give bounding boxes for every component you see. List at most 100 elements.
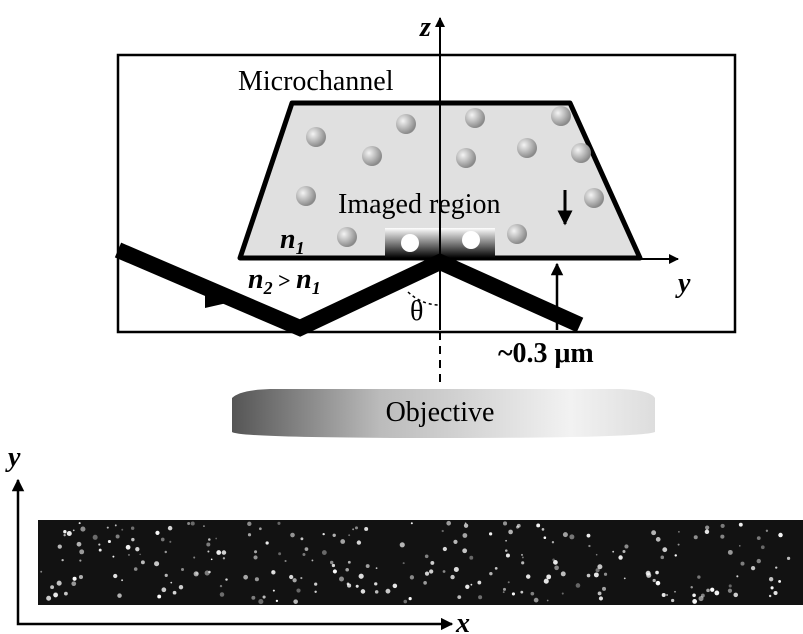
spot [403, 562, 405, 564]
spot [211, 558, 213, 560]
spot [333, 569, 337, 573]
spot [508, 530, 513, 535]
spot [126, 545, 131, 550]
particle [551, 106, 571, 126]
spot [503, 591, 505, 593]
spot [597, 564, 602, 569]
spot [757, 536, 761, 540]
spot [587, 534, 591, 538]
spot [79, 575, 83, 579]
particle-lit [401, 234, 419, 252]
spot [656, 537, 661, 542]
spot [207, 551, 209, 553]
spot [624, 544, 628, 548]
spot [576, 583, 581, 588]
spot [429, 569, 433, 573]
spot [113, 574, 117, 578]
spot [220, 592, 225, 597]
y-label-bottom: y [5, 442, 21, 473]
particle [465, 108, 485, 128]
spot [596, 554, 598, 556]
spot [361, 589, 366, 594]
spot [470, 584, 472, 586]
spot [179, 585, 183, 589]
n: n [248, 264, 264, 295]
theta-label: θ [410, 296, 423, 327]
spot [773, 591, 777, 595]
spot [293, 599, 298, 604]
spot [165, 551, 167, 553]
spot [721, 524, 725, 528]
spot [71, 581, 76, 586]
spot [271, 570, 275, 574]
spot [314, 583, 317, 586]
spot [116, 535, 120, 539]
spot [131, 538, 134, 541]
spot [705, 526, 709, 530]
spot [322, 550, 327, 555]
spot [169, 541, 171, 543]
spot [478, 595, 482, 599]
particle [584, 188, 604, 208]
spot [154, 561, 159, 566]
spot [63, 534, 65, 536]
spot [430, 561, 434, 565]
spot [562, 593, 564, 595]
spot [526, 574, 530, 578]
spot [340, 539, 345, 544]
spot [505, 540, 507, 542]
spot [425, 554, 429, 558]
spot [80, 527, 85, 532]
spot [312, 559, 314, 561]
spot [220, 585, 222, 587]
spot [254, 550, 257, 553]
spot [99, 549, 102, 552]
spot [357, 540, 361, 544]
spot [314, 591, 316, 593]
spot [720, 535, 724, 539]
spot [554, 565, 559, 570]
spot [699, 596, 704, 601]
spot [477, 581, 481, 585]
spot [505, 549, 508, 552]
spot [276, 600, 278, 602]
spot [64, 592, 68, 596]
spot [692, 599, 697, 604]
spot [761, 545, 765, 549]
spot [300, 577, 302, 579]
spot [563, 532, 568, 537]
sub: 1 [312, 278, 321, 298]
spot [462, 533, 467, 538]
spot [678, 531, 680, 533]
spot [216, 550, 221, 555]
spot [278, 552, 281, 555]
spot [662, 593, 666, 597]
spot [522, 557, 524, 559]
spot [195, 572, 198, 575]
spot [193, 557, 195, 559]
spot [594, 572, 599, 577]
spot [465, 522, 467, 524]
spot [771, 586, 774, 589]
spot [108, 540, 111, 543]
spot [277, 522, 280, 525]
spot [729, 584, 732, 587]
spot [128, 554, 130, 556]
spot [453, 540, 457, 544]
spot [561, 571, 566, 576]
objective-label: Objective [386, 397, 495, 428]
spot [425, 571, 429, 575]
spot [694, 535, 698, 539]
spot [53, 592, 58, 597]
spot [469, 556, 473, 560]
spot [393, 584, 398, 589]
spot [376, 567, 378, 569]
spot [374, 582, 377, 585]
spot [521, 554, 523, 556]
sub: 2 [263, 278, 273, 298]
spot [503, 588, 506, 591]
sub: 1 [296, 238, 305, 258]
spot [98, 543, 100, 545]
spot [107, 527, 109, 529]
spot [778, 580, 781, 583]
